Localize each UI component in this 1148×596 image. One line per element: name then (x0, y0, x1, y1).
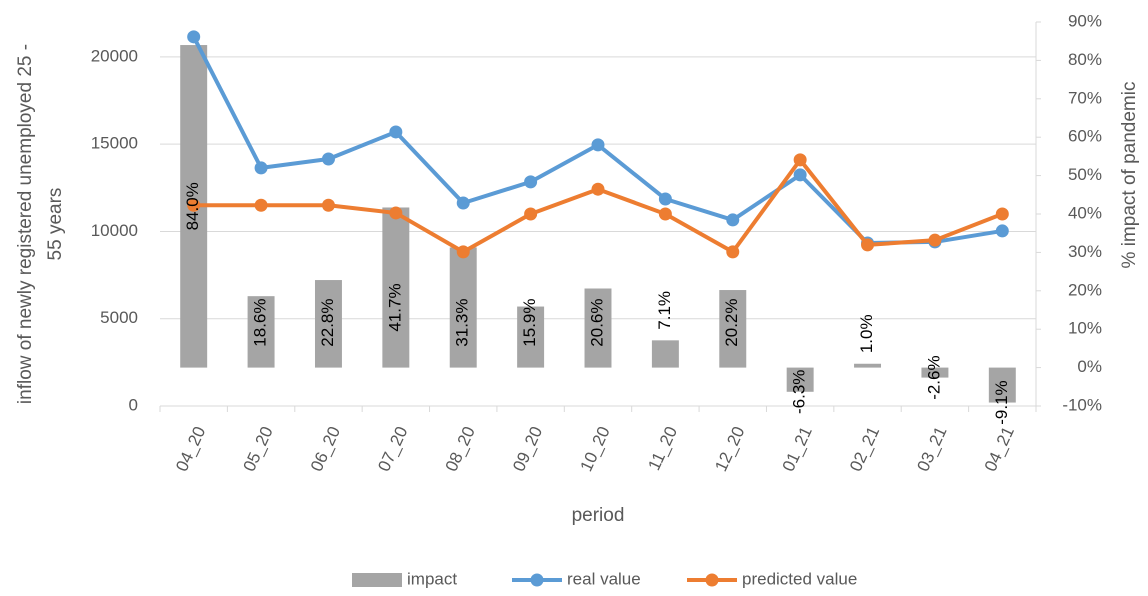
x-tick-label: 08_20 (442, 424, 479, 475)
marker (658, 192, 672, 206)
marker (995, 207, 1009, 221)
legend-swatch (352, 573, 402, 587)
marker (726, 213, 740, 227)
y-tick-label: 0 (129, 395, 138, 414)
data-label: -2.6% (924, 355, 943, 399)
marker (995, 224, 1009, 238)
marker (389, 125, 403, 139)
y-axis-title: inflow of newly registered unemployed 25… (15, 44, 36, 404)
legend: impact real value predicted value (352, 569, 857, 588)
marker (321, 152, 335, 166)
bar (719, 290, 747, 368)
x-tick-label: 12_20 (711, 424, 748, 475)
bar (651, 340, 679, 368)
marker (591, 182, 605, 196)
data-label: -6.3% (790, 370, 809, 414)
data-label: -9.1% (992, 380, 1011, 424)
y2-axis-title: % impact of pandemic (1119, 82, 1140, 269)
x-tick-label: 05_20 (240, 424, 277, 475)
marker (187, 198, 201, 212)
x-tick-label: 01_21 (779, 424, 816, 475)
y-tick-label: 10000 (91, 221, 138, 240)
x-tick-label: 06_20 (307, 424, 344, 475)
data-label: 15.9% (520, 298, 539, 346)
y-tick-label: 5000 (100, 308, 138, 327)
line (193, 157, 1004, 254)
legend-marker (705, 573, 719, 587)
marker (861, 238, 875, 252)
legend-label: real value (567, 569, 641, 588)
y-tick-label: 15000 (91, 134, 138, 153)
marker (591, 138, 605, 152)
bar (786, 367, 814, 392)
x-tick-label: 11_20 (644, 424, 681, 474)
legend-label: predicted value (742, 569, 857, 588)
y2-tick-label: 60% (1068, 127, 1102, 146)
x-tick-label: 07_20 (374, 424, 411, 475)
bar (247, 296, 275, 368)
y2-tick-label: 0% (1077, 357, 1102, 376)
marker (524, 207, 538, 221)
x-tick-label: 03_21 (913, 424, 950, 475)
marker (456, 196, 470, 210)
data-label: 7.1% (655, 291, 674, 330)
y2-tick-label: 50% (1068, 165, 1102, 184)
data-label: 84.0% (183, 182, 202, 230)
marker (524, 175, 538, 189)
marker (254, 161, 268, 175)
bar (382, 207, 410, 368)
legend-label: impact (407, 569, 457, 588)
bar (517, 306, 545, 368)
data-label: 1.0% (857, 314, 876, 353)
y2-tick-label: 40% (1068, 203, 1102, 222)
y2-tick-label: 80% (1068, 50, 1102, 69)
y-axis-title: 55 years (45, 188, 66, 261)
marker (928, 233, 942, 247)
data-label: 31.3% (453, 298, 472, 346)
bar (988, 367, 1016, 403)
data-label: 22.8% (318, 298, 337, 346)
marker (726, 245, 740, 259)
x-tick-label: 09_20 (509, 424, 546, 475)
legend-marker (530, 573, 544, 587)
marker (793, 153, 807, 167)
data-label: 18.6% (251, 298, 270, 346)
x-axis-title: period (572, 505, 625, 526)
x-tick-label: 02_21 (846, 424, 883, 475)
x-tick-label: 04_21 (981, 424, 1018, 475)
y2-tick-label: 70% (1068, 88, 1102, 107)
data-label: 41.7% (385, 283, 404, 331)
marker (254, 198, 268, 212)
marker (321, 198, 335, 212)
data-label: 20.2% (722, 298, 741, 346)
y2-tick-label: 90% (1068, 11, 1102, 30)
x-tick-label: 04_20 (172, 424, 209, 475)
bar (449, 247, 477, 368)
marker (793, 168, 807, 182)
bar (314, 280, 342, 368)
y-tick-label: 20000 (91, 46, 138, 65)
marker (389, 206, 403, 220)
data-label: 20.6% (587, 298, 606, 346)
bar (921, 367, 949, 378)
marker (456, 245, 470, 259)
y2-tick-label: -10% (1062, 395, 1102, 414)
y2-tick-label: 20% (1068, 280, 1102, 299)
marker (658, 207, 672, 221)
bar (854, 363, 882, 368)
x-tick-label: 10_20 (576, 424, 613, 475)
y2-tick-label: 10% (1068, 319, 1102, 338)
marker (187, 30, 201, 44)
y2-tick-label: 30% (1068, 242, 1102, 261)
bar (584, 288, 612, 368)
